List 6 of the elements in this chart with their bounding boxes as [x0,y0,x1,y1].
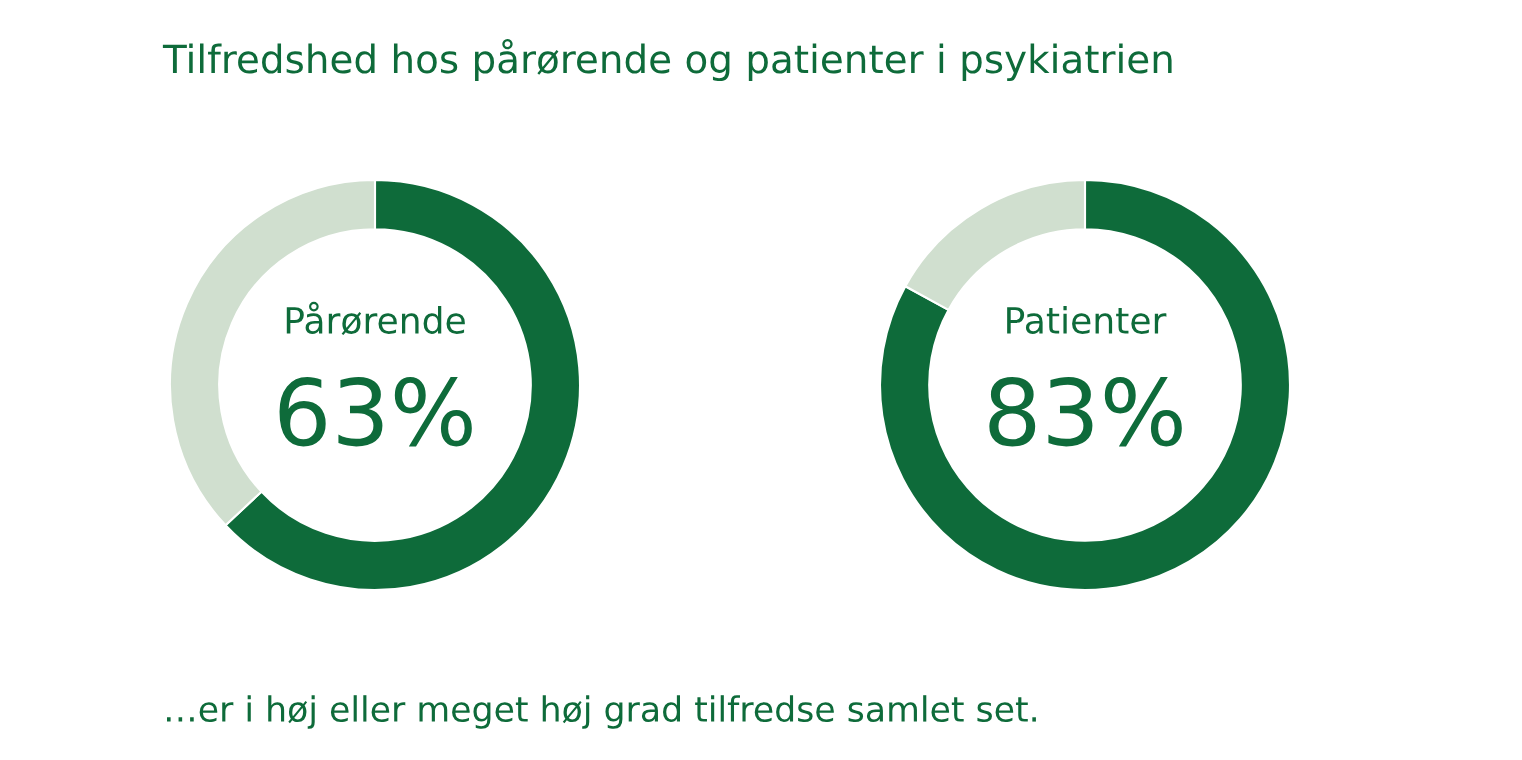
text: …er i høj eller meget høj grad tilfredse samlet set. [167,695,1036,729]
text: Patienter [1007,306,1167,334]
data-label: 63% [279,377,472,447]
text: Tilfredshed hos pårørende og patienter i psykiatrien [162,38,1172,82]
data-label: 83% [989,377,1182,447]
text: Pårørende [286,301,465,336]
